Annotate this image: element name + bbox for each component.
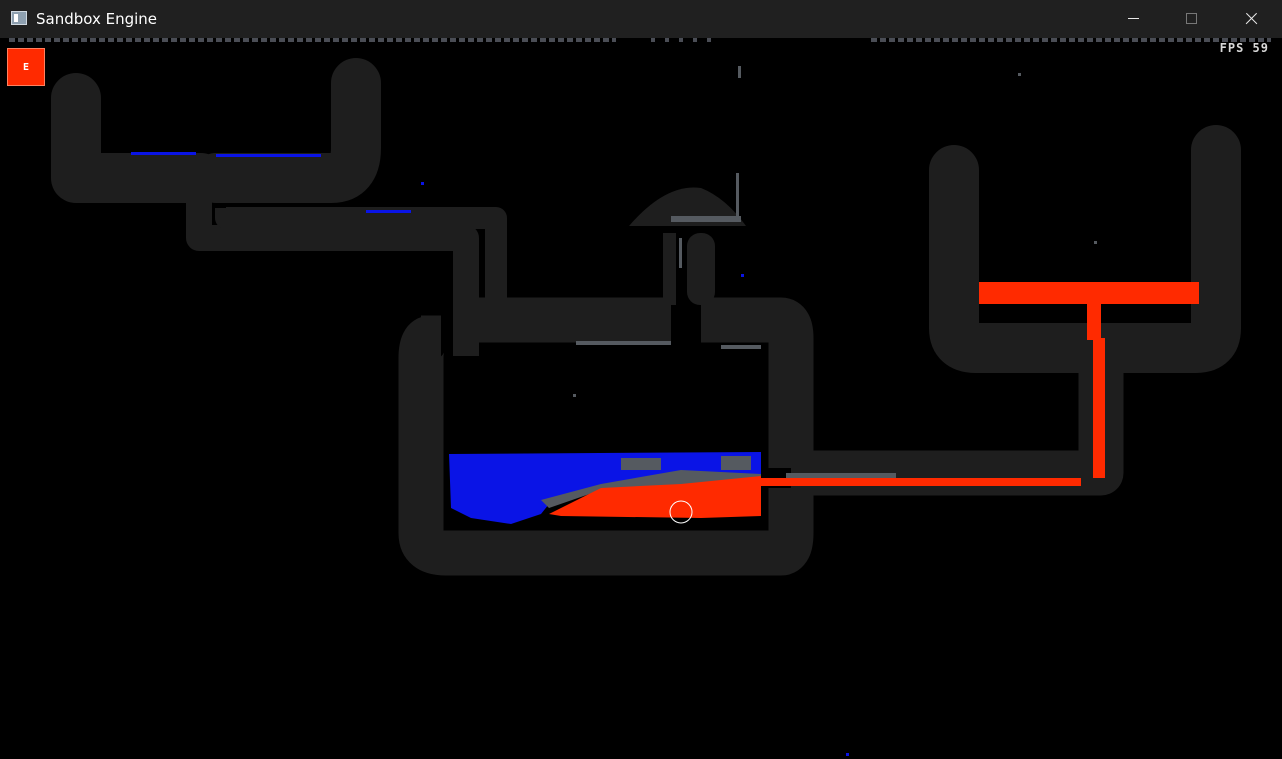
brush-cursor-icon [669, 500, 693, 524]
water-droplets [421, 182, 424, 185]
water-droplets [216, 154, 321, 157]
window-title: Sandbox Engine [36, 10, 158, 28]
wall-spout [629, 187, 746, 305]
simulation-canvas[interactable]: E FPS 59 [1, 38, 1281, 758]
edit-mode-button[interactable]: E [7, 48, 45, 86]
app-window-icon [11, 11, 27, 25]
stone-deposits [541, 66, 1097, 508]
minimize-button[interactable] [1105, 0, 1163, 38]
water-droplets [741, 274, 744, 277]
wall-pipe [186, 178, 507, 356]
water-pool [131, 152, 849, 756]
close-button[interactable] [1222, 0, 1280, 38]
wall-right-u [929, 125, 1241, 373]
lava-flow [549, 282, 1199, 518]
wall-left-u [51, 58, 381, 203]
water-droplets [131, 152, 196, 155]
title-bar[interactable]: Sandbox Engine [0, 0, 1282, 38]
water-droplets [846, 753, 849, 756]
maximize-button[interactable] [1163, 0, 1221, 38]
fps-counter: FPS 59 [1219, 41, 1269, 55]
sandbox-scene [9, 38, 1271, 756]
water-droplets [366, 210, 411, 213]
